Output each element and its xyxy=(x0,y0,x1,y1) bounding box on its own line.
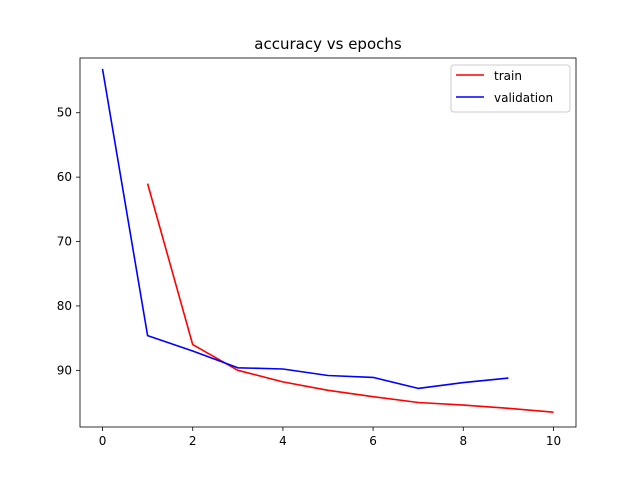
legend: train validation xyxy=(450,64,571,113)
series-line-validation xyxy=(101,68,509,390)
y-tick-label: 60 xyxy=(57,170,72,184)
y-tick-label: 90 xyxy=(57,363,72,377)
legend-label-train: train xyxy=(494,69,522,83)
chart-title: accuracy vs epochs xyxy=(254,35,402,53)
legend-box xyxy=(450,64,571,113)
x-tick-label: 0 xyxy=(99,434,107,448)
legend-label-validation: validation xyxy=(494,91,553,105)
plot-area: 0 2 4 6 8 10 50 60 70 80 90 xyxy=(57,68,561,448)
x-tick-label: 8 xyxy=(459,434,467,448)
x-tick-label: 10 xyxy=(546,434,561,448)
series-line-train xyxy=(146,183,554,413)
y-tick-label: 70 xyxy=(57,235,72,249)
axes-frame xyxy=(79,57,577,428)
y-tick-label: 80 xyxy=(57,299,72,313)
x-tick-label: 6 xyxy=(369,434,377,448)
y-tick-label: 50 xyxy=(57,106,72,120)
x-tick-label: 4 xyxy=(279,434,287,448)
x-tick-label: 2 xyxy=(189,434,197,448)
